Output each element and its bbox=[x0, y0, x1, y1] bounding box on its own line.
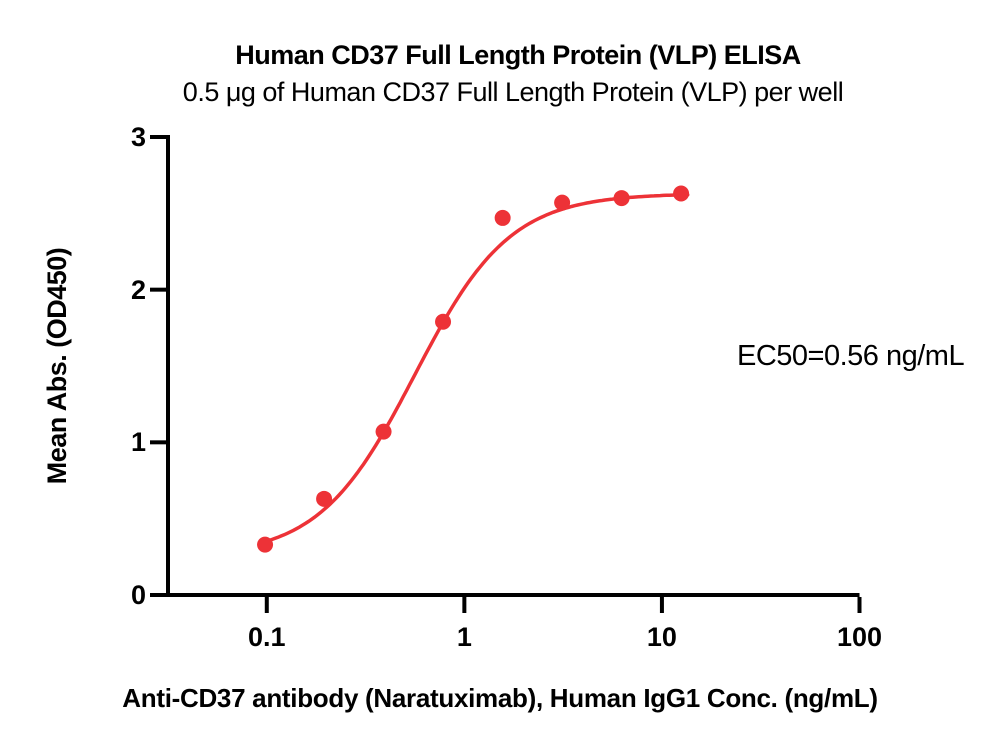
ec50-annotation: EC50=0.56 ng/mL bbox=[737, 340, 965, 372]
x-tick-label: 10 bbox=[646, 622, 677, 652]
data-point bbox=[316, 490, 333, 507]
data-point bbox=[435, 313, 452, 330]
data-point bbox=[257, 536, 274, 553]
chart-title: Human CD37 Full Length Protein (VLP) ELI… bbox=[235, 40, 801, 70]
data-point bbox=[613, 190, 630, 207]
data-point bbox=[673, 185, 690, 202]
chart-subtitle: 0.5 μg of Human CD37 Full Length Protein… bbox=[182, 77, 844, 107]
x-tick-label: 1 bbox=[456, 622, 472, 652]
data-point bbox=[494, 209, 511, 226]
y-tick-label: 0 bbox=[130, 580, 146, 610]
data-point bbox=[375, 423, 392, 440]
y-tick-label: 1 bbox=[130, 427, 146, 458]
data-point bbox=[554, 194, 571, 211]
x-tick-label: 100 bbox=[836, 622, 883, 652]
x-tick-label: 0.1 bbox=[248, 622, 286, 652]
y-tick-label: 3 bbox=[130, 122, 146, 152]
x-axis-label: Anti-CD37 antibody (Naratuximab), Human … bbox=[122, 683, 878, 713]
y-tick-label: 2 bbox=[130, 274, 146, 305]
